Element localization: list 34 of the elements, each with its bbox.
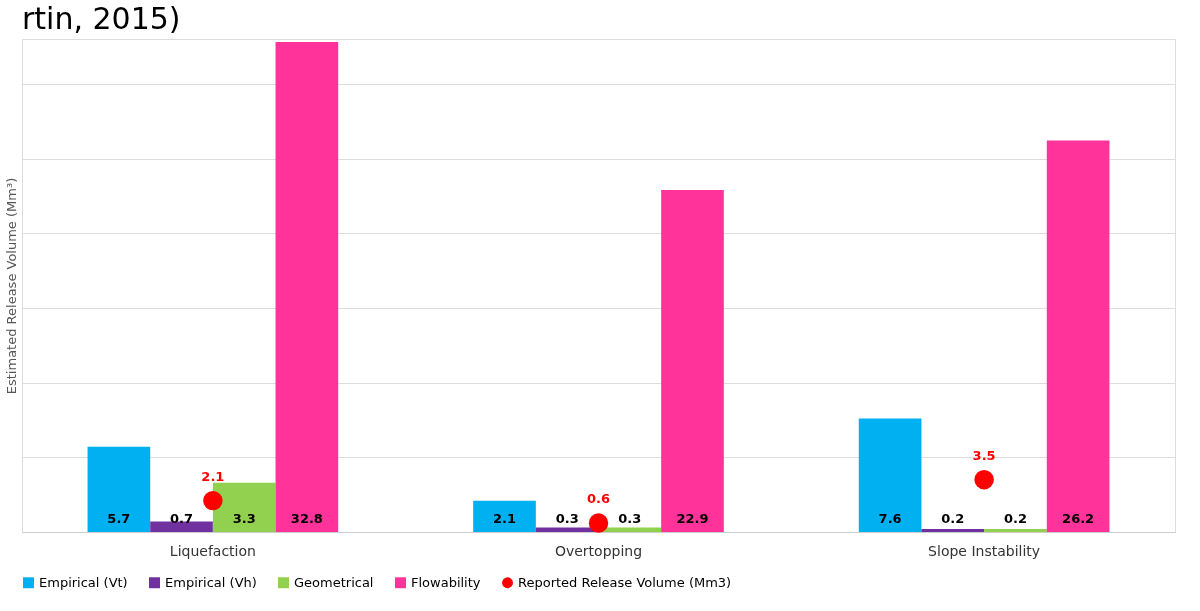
- data-label: 2.1: [201, 468, 225, 484]
- bar: [921, 529, 985, 532]
- legend-label: Flowability: [411, 574, 481, 590]
- y-axis-title: Estimated Release Volume (Mm³): [3, 177, 19, 395]
- legend-label: Reported Release Volume (Mm3): [518, 574, 732, 590]
- data-label: 2.1: [492, 511, 517, 526]
- chart-title: rtin, 2015): [22, 1, 181, 36]
- bar: [473, 500, 536, 532]
- bar: [275, 41, 339, 532]
- bar: [1046, 140, 1110, 532]
- x-tick-label: Liquefaction: [169, 542, 256, 559]
- data-label: 5.7: [107, 511, 131, 526]
- bar: [150, 521, 213, 532]
- legend-label: Geometrical: [294, 574, 374, 590]
- bar: [858, 418, 922, 532]
- bar: [212, 482, 276, 532]
- data-label: 0.3: [618, 511, 642, 526]
- data-label: 7.6: [878, 511, 902, 526]
- bar: [661, 189, 724, 532]
- data-label: 3.5: [972, 447, 996, 463]
- data-label: 26.2: [1062, 511, 1095, 526]
- data-label: 32.8: [290, 511, 323, 526]
- data-label: 0.2: [941, 511, 965, 526]
- legend-label: Empirical (Vt): [39, 574, 128, 590]
- data-label: 3.3: [232, 511, 256, 526]
- data-label: 0.3: [555, 511, 579, 526]
- data-label: 22.9: [676, 511, 709, 526]
- legend-label: Empirical (Vh): [165, 574, 257, 590]
- bar: [87, 446, 151, 532]
- x-tick-label: Slope Instability: [928, 542, 1041, 559]
- data-label: 0.2: [1003, 511, 1027, 526]
- bar: [984, 529, 1047, 532]
- x-tick-label: Overtopping: [554, 542, 643, 559]
- data-label: 0.6: [586, 491, 611, 507]
